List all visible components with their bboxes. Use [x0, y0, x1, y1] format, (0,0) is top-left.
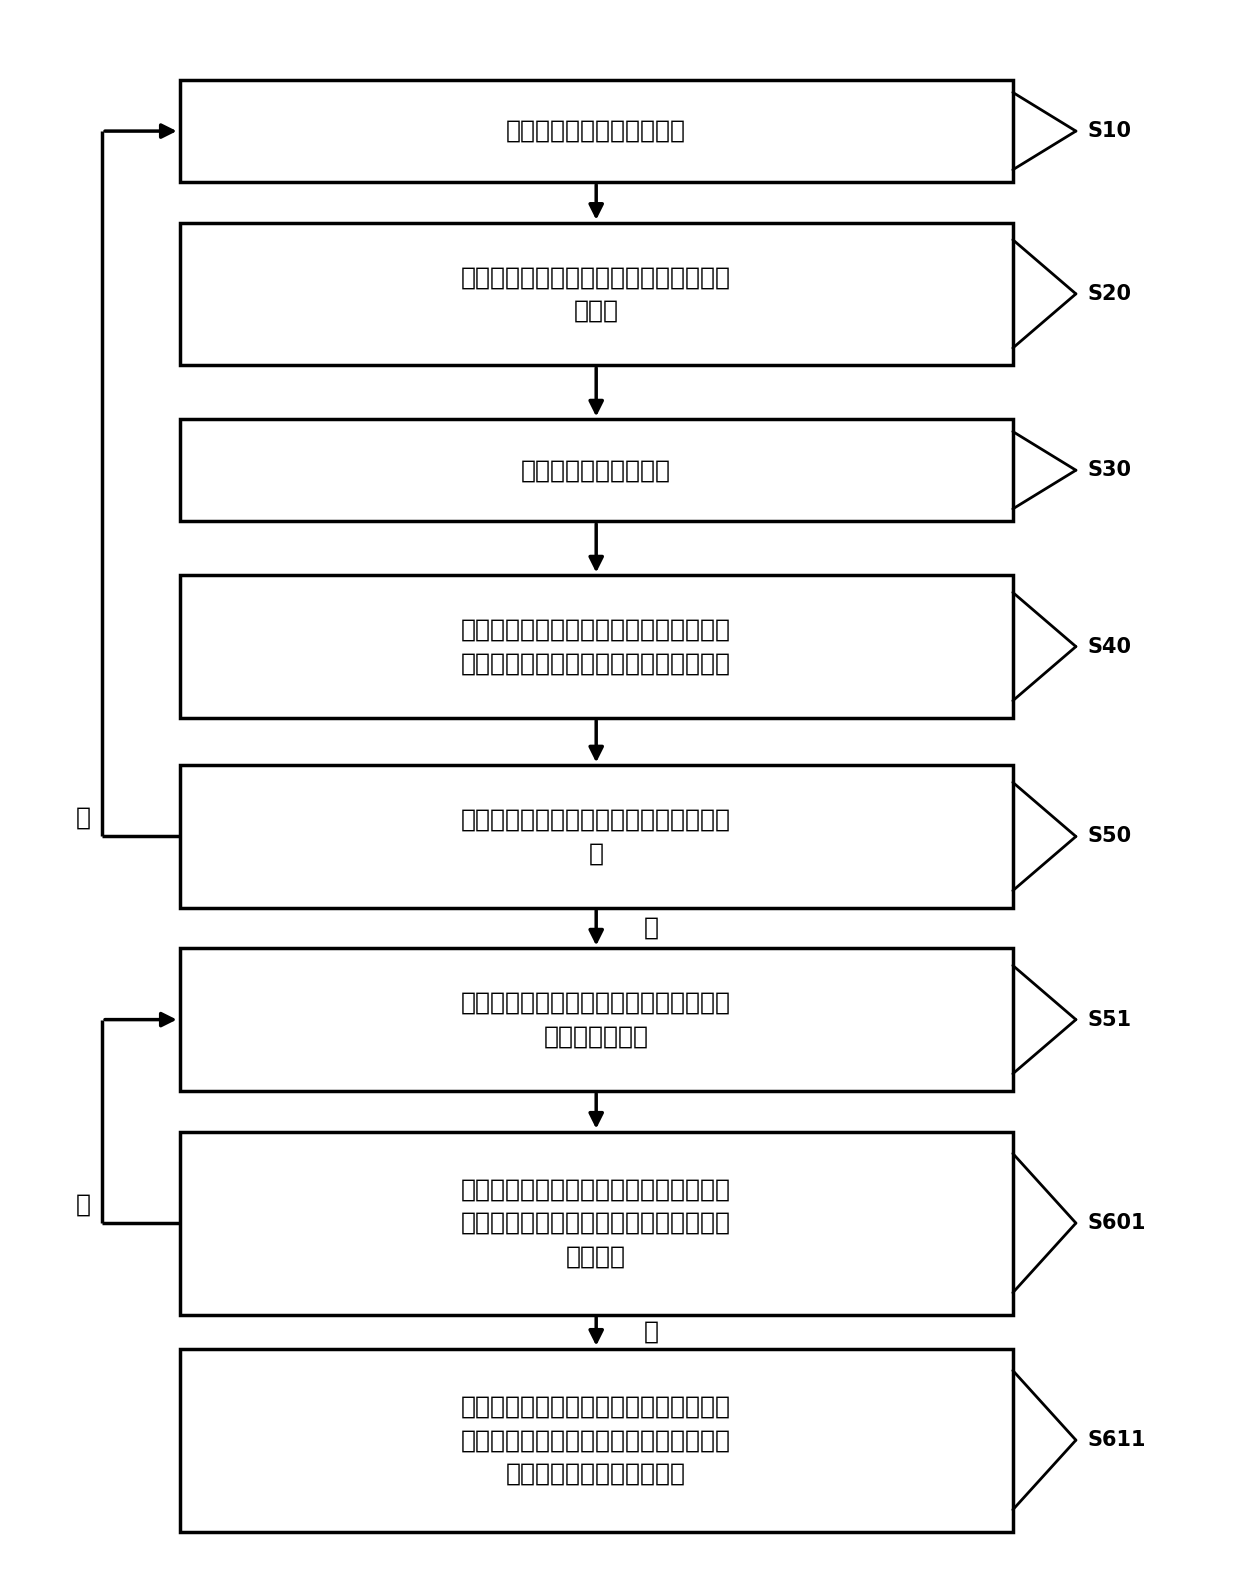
Text: S20: S20	[1087, 284, 1132, 305]
Text: 当从计时开始在预设时间段内，每个采样
时刻的电机输出转矩偏差值大于或等于预
设阈值，输出电机故障信号: 当从计时开始在预设时间段内，每个采样 时刻的电机输出转矩偏差值大于或等于预 设阈…	[461, 1395, 732, 1485]
FancyBboxPatch shape	[180, 576, 1013, 718]
Text: 是: 是	[644, 917, 658, 940]
Text: S50: S50	[1087, 827, 1132, 846]
FancyBboxPatch shape	[180, 420, 1013, 521]
Text: 根据所述定子电流和电压获得参照电机输
出转矩: 根据所述定子电流和电压获得参照电机输 出转矩	[461, 265, 732, 322]
Text: 获取电机的定子电流和电压: 获取电机的定子电流和电压	[506, 118, 686, 144]
Text: 从计时开始在预设时间段内，选取多个采
样时刻判断电机输出转矩偏差值是否大于
预设阈值: 从计时开始在预设时间段内，选取多个采 样时刻判断电机输出转矩偏差值是否大于 预设…	[461, 1177, 732, 1269]
FancyBboxPatch shape	[180, 222, 1013, 365]
Text: S40: S40	[1087, 636, 1132, 656]
FancyBboxPatch shape	[180, 1349, 1013, 1532]
FancyBboxPatch shape	[180, 80, 1013, 181]
Text: 否: 否	[76, 806, 91, 830]
FancyBboxPatch shape	[180, 1131, 1013, 1314]
FancyBboxPatch shape	[180, 765, 1013, 907]
FancyBboxPatch shape	[180, 948, 1013, 1090]
Text: 计算所述参照电机输出转矩与检测电机输
出转矩的差值，获得电机输出转矩偏差值: 计算所述参照电机输出转矩与检测电机输 出转矩的差值，获得电机输出转矩偏差值	[461, 619, 732, 675]
Text: S611: S611	[1087, 1430, 1146, 1450]
Text: S30: S30	[1087, 461, 1132, 480]
Text: S601: S601	[1087, 1213, 1146, 1232]
Text: S10: S10	[1087, 122, 1132, 140]
Text: 判断电机输出转矩偏差值是否大于预设阈
值: 判断电机输出转矩偏差值是否大于预设阈 值	[461, 808, 732, 865]
Text: 当电机输出转矩偏差值大于或等于预设阈
值时，开始计时: 当电机输出转矩偏差值大于或等于预设阈 值时，开始计时	[461, 991, 732, 1048]
Text: 获取检测电机输出转矩: 获取检测电机输出转矩	[521, 458, 671, 483]
Text: S51: S51	[1087, 1010, 1132, 1029]
Text: 否: 否	[76, 1193, 91, 1217]
Text: 是: 是	[644, 1319, 658, 1343]
